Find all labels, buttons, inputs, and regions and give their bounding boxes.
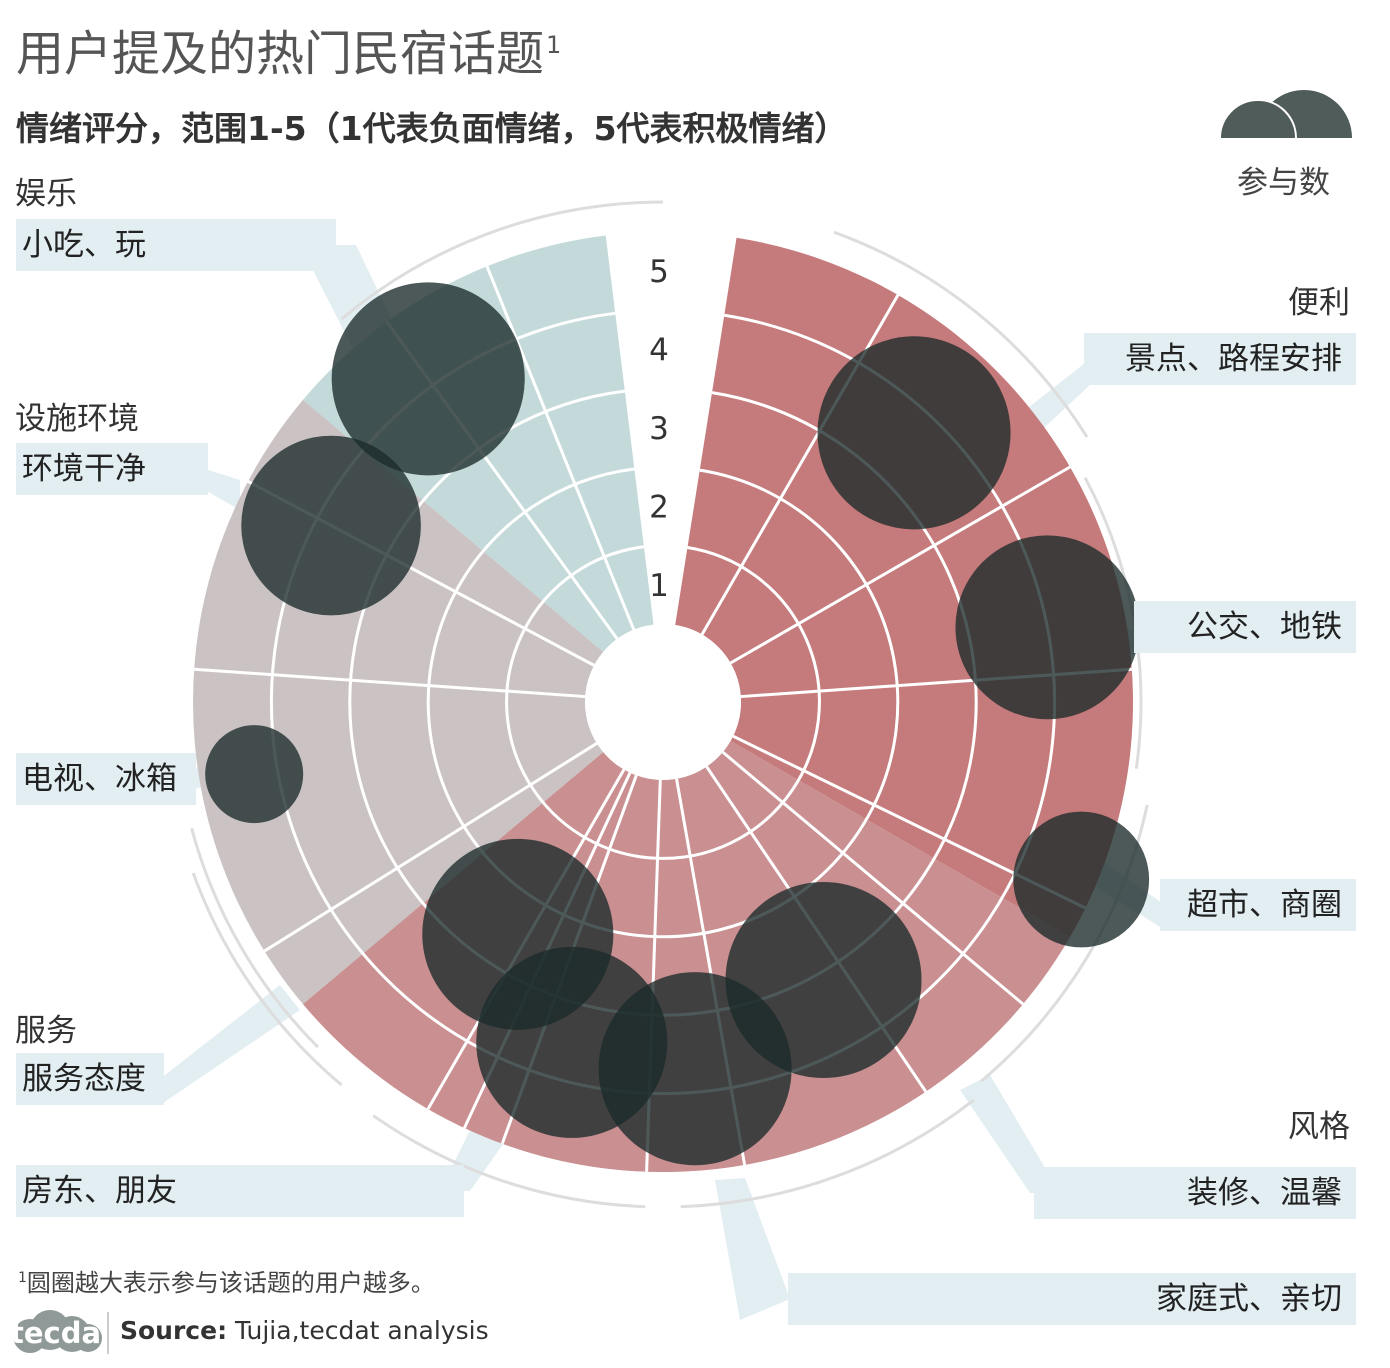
chart-subtitle: 情绪评分，范围1-5（1代表负面情绪，5代表积极情绪） [16, 109, 848, 148]
category-label-facilities: 设施环境 [15, 401, 139, 437]
topic-connector-8 [960, 1075, 1060, 1193]
category-label-style: 风格 [1288, 1109, 1350, 1145]
source-label: Source: [120, 1316, 228, 1345]
bubble-9 [817, 336, 1011, 530]
tecdat-logo: tecdat [10, 1310, 115, 1356]
topic-label-service-attitude: 服务态度 [16, 1053, 164, 1105]
radial-tick-2: 2 [649, 489, 669, 525]
bubble-8 [955, 535, 1140, 720]
source-line: Source: Tujia,tecdat analysis [120, 1316, 489, 1345]
topic-label-host-friend: 房东、朋友 [16, 1165, 464, 1217]
topic-label-decor-warm: 装修、温馨 [1034, 1167, 1356, 1219]
topic-label-snacks-fun: 小吃、玩 [16, 219, 336, 271]
topic-connector-1 [205, 469, 240, 510]
bubble-1 [241, 435, 421, 616]
grid-spoke-2 [263, 742, 598, 953]
topic-connector-9 [715, 1178, 790, 1320]
grid-spoke-8 [729, 465, 1071, 665]
legend-bubble-icon [1200, 90, 1370, 198]
grid-spoke-3 [194, 667, 586, 699]
outer-arc-1 [191, 872, 343, 1087]
grid-spoke-6 [485, 265, 636, 631]
category-label-convenience: 便利 [1288, 285, 1350, 321]
outer-arc-6 [372, 1114, 646, 1209]
bubble-0 [331, 282, 525, 476]
logo-text: tecdat [10, 1316, 115, 1350]
source-divider [107, 1312, 109, 1354]
topic-label-clean-environment: 环境干净 [16, 443, 208, 495]
footnote-mark: 1 [18, 1270, 27, 1286]
topic-label-tv-fridge: 电视、冰箱 [16, 753, 196, 805]
logo-shape [13, 1310, 102, 1353]
outer-arc-5 [680, 1098, 975, 1209]
topic-label-bus-metro: 公交、地铁 [1134, 601, 1356, 653]
radial-tick-1: 1 [649, 568, 669, 604]
outer-arcs [190, 200, 1149, 1209]
radial-tick-4: 4 [649, 333, 669, 369]
bubble-7 [1013, 811, 1150, 948]
radial-tick-labels: 1 2 3 4 5 [649, 254, 669, 604]
radial-tick-5: 5 [649, 254, 669, 290]
bubble-group [205, 282, 1150, 1166]
radial-tick-3: 3 [649, 411, 669, 447]
bubble-2 [205, 725, 304, 824]
topic-connector-3 [160, 985, 300, 1105]
bubble-6 [725, 882, 922, 1079]
category-label-service: 服务 [15, 1013, 77, 1049]
outer-arc-2 [833, 230, 1089, 438]
topic-label-attractions-route: 景点、路程安排 [1084, 333, 1356, 385]
outer-arc-7 [190, 827, 319, 1049]
title-footnote-mark: 1 [546, 31, 562, 59]
topic-label-family-friendly: 家庭式、亲切 [788, 1273, 1356, 1325]
legend-baseline-mask [1200, 138, 1370, 198]
grid-spoke-11 [721, 750, 1025, 1006]
legend-label: 参与数 [1237, 165, 1330, 201]
footnote: 1圆圈越大表示参与该话题的用户越多。 [18, 1263, 435, 1298]
center-hole [585, 624, 741, 780]
category-label-entertainment: 娱乐 [15, 176, 77, 212]
topic-label-supermarket-mall: 超市、商圈 [1160, 879, 1356, 931]
footnote-text: 圆圈越大表示参与该话题的用户越多。 [26, 1269, 435, 1297]
outer-arc-0 [340, 200, 664, 321]
source-text: Tujia,tecdat analysis [227, 1316, 489, 1345]
page-title: 用户提及的热门民宿话题1 [16, 26, 562, 82]
